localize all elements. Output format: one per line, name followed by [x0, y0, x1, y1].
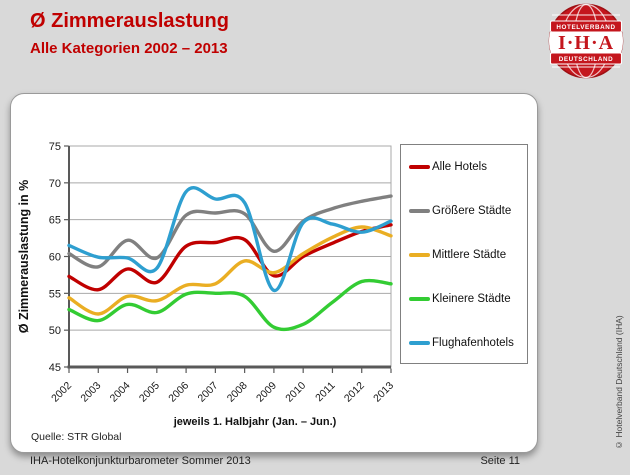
legend-label: Alle Hotels [432, 161, 487, 173]
logo-bottom-ribbon [549, 52, 623, 65]
y-tick-label: 75 [49, 141, 61, 153]
legend-item: Kleinere Städte [409, 293, 525, 305]
x-tick-label: 2003 [78, 380, 103, 405]
legend-item: Größere Städte [409, 205, 525, 217]
y-tick-label: 65 [49, 215, 61, 227]
occupancy-line-chart: Ø Zimmerauslastung in % 45 50 55 60 65 70 75 20… [17, 141, 396, 405]
y-tick-label: 50 [49, 325, 61, 337]
chart-card: Ø Zimmerauslastung in % 45 50 55 60 65 70 75 20… [10, 93, 538, 453]
legend-swatch [409, 253, 430, 257]
page-subtitle: Alle Kategorien 2002 – 2013 [30, 40, 228, 57]
y-tick-label: 70 [49, 178, 61, 190]
x-tick-label: 2009 [254, 380, 279, 405]
logo-top-ribbon-text: HOTELVERBAND [556, 24, 615, 31]
x-tick-label: 2008 [225, 380, 250, 405]
legend-item: Alle Hotels [409, 161, 525, 173]
source-note: Quelle: STR Global [31, 431, 122, 443]
page-title: Ø Zimmerauslastung [30, 10, 229, 32]
series-line-mittlere-st-dte [67, 225, 393, 316]
x-tick-label: 2010 [283, 380, 308, 405]
series-line-alle-hotels [67, 223, 393, 292]
x-tick-label: 2002 [49, 380, 74, 405]
x-tick-label: 2005 [137, 380, 162, 405]
x-axis-caption: jeweils 1. Halbjahr (Jan. – Jun.) [173, 416, 337, 428]
y-axis-label: Ø Zimmerauslastung in % [17, 180, 31, 334]
page-number: Seite 11 [480, 455, 520, 467]
y-tick-label: 60 [49, 252, 61, 264]
legend-label: Größere Städte [432, 205, 512, 217]
logo-top-ribbon [549, 20, 623, 33]
iha-logo: I·H·A HOTELVERBAND DEUTSCHLAND [548, 3, 624, 79]
legend-item: Flughafenhotels [409, 337, 525, 349]
series-line-kleinere-st-dte [67, 278, 393, 332]
legend-label: Flughafenhotels [432, 337, 514, 349]
x-tick-label: 2011 [313, 380, 338, 405]
legend-swatch [409, 209, 430, 213]
x-tick-label: 2006 [166, 380, 191, 405]
legend-swatch [409, 165, 430, 169]
legend-label: Kleinere Städte [432, 293, 511, 305]
logo-bottom-ribbon-text: DEUTSCHLAND [559, 56, 614, 63]
series-line-gr-ere-st-dte [67, 194, 393, 269]
chart-legend: Alle Hotels Größere Städte Mittlere Städte… [400, 144, 528, 364]
series-line-flughafenhotels [67, 186, 393, 293]
slide-header: Ø Zimmerauslastung Alle Kategorien 2002 … [30, 10, 229, 57]
copyright-note: © Hotelverband Deutschland (IHA) [614, 315, 624, 450]
legend-swatch [409, 297, 430, 301]
x-tick-label: 2012 [342, 380, 367, 405]
x-tick-label: 2004 [108, 380, 133, 405]
document-title: IHA-Hotelkonjunkturbarometer Sommer 2013 [30, 455, 251, 467]
legend-swatch [409, 341, 430, 345]
legend-label: Mittlere Städte [432, 249, 507, 261]
logo-center-text: I·H·A [558, 32, 614, 54]
x-tick-label: 2013 [371, 380, 396, 405]
y-tick-label: 45 [49, 362, 61, 374]
y-tick-label: 55 [49, 288, 61, 300]
logo-center-band [549, 32, 623, 53]
legend-item: Mittlere Städte [409, 249, 525, 261]
x-tick-label: 2007 [195, 380, 220, 405]
